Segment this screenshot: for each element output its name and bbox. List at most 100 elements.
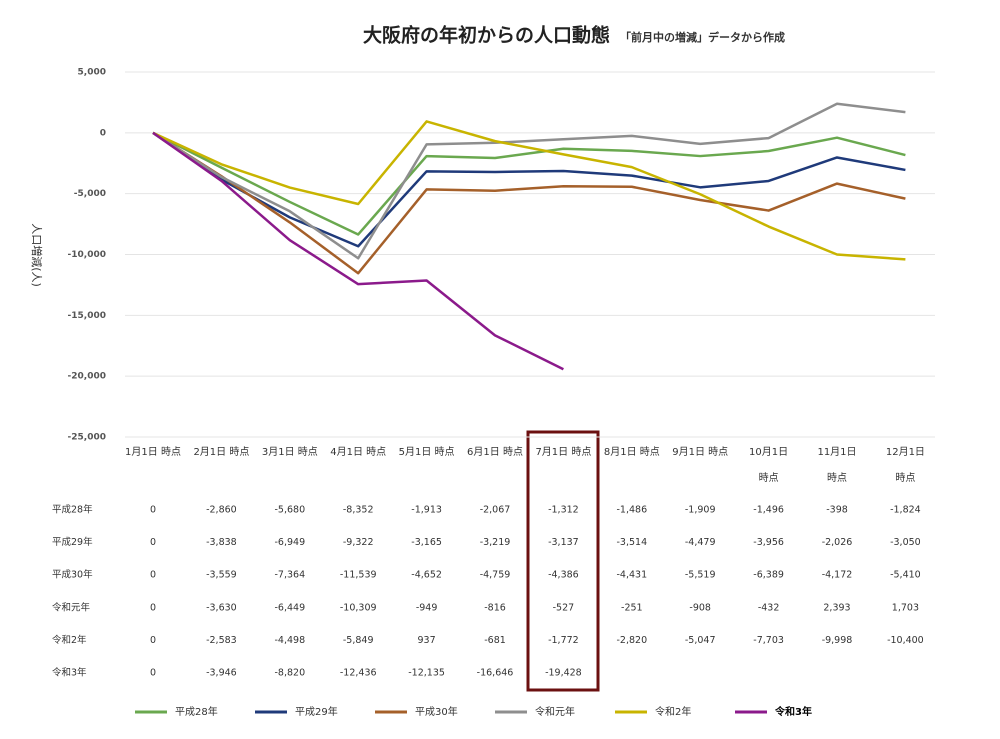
table-cell: -2,820 (616, 635, 647, 646)
table-cell: -3,559 (206, 570, 237, 581)
series-line (152, 131, 564, 371)
table-row-label: 平成28年 (52, 504, 93, 516)
table-cell: 0 (150, 668, 156, 679)
table-cell: -3,838 (206, 537, 237, 548)
legend-label: 令和元年 (535, 705, 575, 718)
y-tick-label: -20,000 (68, 372, 106, 382)
table-cell: -398 (826, 505, 848, 516)
table-cell: -8,820 (274, 668, 305, 679)
table-row-label: 令和2年 (52, 634, 87, 646)
table-cell: 0 (150, 570, 156, 581)
table-cell: 0 (150, 635, 156, 646)
table-cell: -4,479 (685, 537, 716, 548)
table-cell: 0 (150, 537, 156, 548)
x-tick-label: 8月1日 時点 (603, 447, 660, 458)
x-tick-label: 6月1日 時点 (467, 447, 523, 458)
table-cell: -4,172 (822, 570, 853, 581)
table-cell: -816 (484, 602, 506, 613)
y-axis-label: 人口増減(人) (30, 223, 44, 287)
table-cell: -1,909 (685, 505, 716, 516)
table-cell: -1,312 (548, 505, 579, 516)
table-cell: -6,949 (274, 537, 305, 548)
table-row-label: 平成30年 (52, 569, 93, 581)
table-cell: -7,703 (753, 635, 784, 646)
table-cell: -1,486 (616, 505, 647, 516)
x-tick-label: 1月1日 時点 (125, 447, 181, 458)
legend-label: 令和3年 (774, 705, 812, 718)
table-cell: -1,496 (753, 505, 784, 516)
x-tick-label: 5月1日 時点 (398, 447, 455, 458)
series-line (152, 102, 906, 260)
table-cell: -4,498 (274, 635, 305, 646)
table-cell: -4,386 (548, 570, 579, 581)
x-tick-label: 7月1日 時点 (535, 447, 592, 458)
table-cell: -8,352 (343, 505, 374, 516)
table-cell: -432 (758, 602, 780, 613)
table-row-label: 令和3年 (52, 667, 87, 679)
table-cell: -7,364 (274, 570, 305, 581)
chart-title: 大阪府の年初からの人口動態 (363, 24, 610, 47)
table-cell: -4,759 (480, 570, 511, 581)
table-cell: -908 (689, 602, 711, 613)
legend-label: 平成28年 (175, 705, 218, 718)
table-cell: -5,680 (274, 505, 305, 516)
highlight-box (526, 430, 600, 692)
table-cell: -2,067 (480, 505, 511, 516)
table-cell: -5,849 (343, 635, 374, 646)
table-cell: -4,652 (411, 570, 442, 581)
table-cell: -9,322 (343, 537, 374, 548)
table-cell: -12,436 (340, 668, 377, 679)
y-tick-label: -10,000 (68, 250, 106, 260)
table-cell: -527 (553, 602, 575, 613)
y-tick-label: -15,000 (68, 311, 106, 321)
x-tick-label: 2月1日 時点 (193, 447, 250, 458)
table-cell: -3,946 (206, 668, 237, 679)
table-cell: -10,400 (887, 635, 924, 646)
legend-label: 令和2年 (655, 705, 691, 718)
table-cell: -16,646 (477, 668, 514, 679)
table-cell: -2,026 (822, 537, 853, 548)
table-cell: -6,389 (753, 570, 784, 581)
table-cell: -5,047 (685, 635, 716, 646)
table-cell: -3,219 (480, 537, 511, 548)
table-cell: 1,703 (892, 602, 919, 613)
x-tick-label: 10月1日 時点 (749, 447, 789, 484)
legend-label: 平成29年 (295, 705, 338, 718)
x-tick-label: 12月1日 時点 (885, 447, 925, 484)
table-cell: -5,410 (890, 570, 921, 581)
table-cell: -949 (416, 602, 438, 613)
y-tick-label: -5,000 (74, 189, 106, 199)
chart-subtitle: 「前月中の増減」データから作成 (620, 30, 785, 44)
table-cell: 0 (150, 602, 156, 613)
table-cell: -12,135 (408, 668, 445, 679)
table-cell: -3,137 (548, 537, 579, 548)
x-tick-label: 9月1日 時点 (672, 447, 729, 458)
series-line (152, 131, 906, 236)
table-cell: -3,514 (616, 537, 647, 548)
x-tick-label: 4月1日 時点 (330, 447, 387, 458)
y-tick-label: 5,000 (78, 68, 106, 78)
table-cell: 0 (150, 505, 156, 516)
table-cell: -11,539 (340, 570, 377, 581)
table-row-label: 平成29年 (52, 536, 93, 548)
table-cell: -3,050 (890, 537, 921, 548)
y-tick-label: -25,000 (68, 433, 106, 443)
table-cell: -681 (484, 635, 506, 646)
table-cell: -1,913 (411, 505, 442, 516)
series-line (152, 131, 906, 248)
x-tick-label: 3月1日 時点 (261, 447, 318, 458)
table-row-label: 令和元年 (52, 601, 91, 613)
table-cell: -5,519 (685, 570, 716, 581)
legend-label: 平成30年 (415, 705, 458, 718)
table-cell: -9,998 (822, 635, 853, 646)
series-line (152, 131, 906, 275)
table-cell: 937 (418, 635, 436, 646)
table-cell: -1,772 (548, 635, 579, 646)
y-tick-label: 0 (100, 128, 106, 138)
table-cell: -3,165 (411, 537, 442, 548)
x-tick-label: 11月1日 時点 (817, 447, 857, 484)
table-cell: -10,309 (340, 602, 377, 613)
table-cell: -2,860 (206, 505, 237, 516)
